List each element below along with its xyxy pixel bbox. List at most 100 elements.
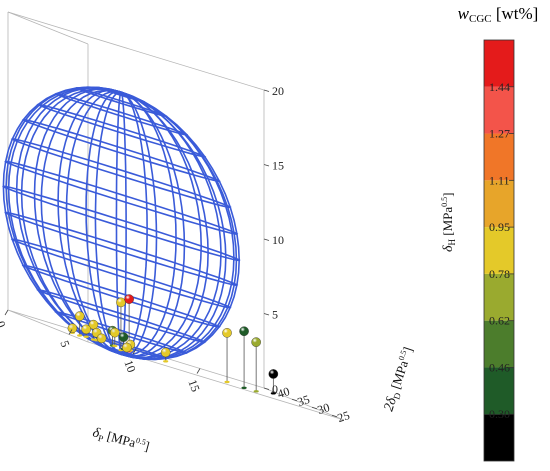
z-tick-mark-4: [263, 89, 270, 92]
y-tick-label-0: 25: [336, 408, 352, 425]
y-axis-label: 2δD [MPa0.5]: [381, 345, 418, 413]
x-tick-label-2: 10: [121, 358, 138, 374]
colorbar: 0.30 0.46 0.62 0.78 0.95 1.11 1.27 1.44: [483, 39, 515, 462]
colorbar-band-4: [484, 227, 514, 274]
data-point-0: [239, 326, 249, 337]
colorbar-title: wCGC [wt%]: [446, 4, 550, 25]
y-tick-mark-2: [291, 398, 298, 402]
data-point-3: [222, 328, 232, 338]
sphere-longitude-4: [120, 91, 148, 356]
floor-mark-10: [163, 360, 169, 363]
colorbar-tick-label-6: 1.27: [489, 127, 510, 141]
x-tick-label-3: 15: [185, 378, 202, 394]
z-tick-mark-1: [263, 313, 270, 316]
x-tick-mark-3: [196, 368, 201, 374]
y-axis-label-symbol: 2δ: [382, 395, 401, 413]
y-tick-label-2: 35: [296, 392, 312, 409]
z-axis-label-subscript: H: [447, 238, 457, 245]
z-tick-label-1: 5: [272, 308, 278, 322]
data-point-14: [81, 324, 91, 335]
colorbar-tick-label-1: 0.46: [489, 360, 510, 374]
frame-edge-3: [263, 387, 345, 421]
frame-edge-8: [7, 11, 265, 91]
x-axis-label-subscript: P: [97, 433, 104, 444]
colorbar-tick-label-3: 0.78: [489, 267, 510, 281]
x-axis-label-symbol: δ: [91, 425, 102, 441]
data-point-7: [74, 311, 85, 321]
colorbar-band-0: [484, 414, 514, 461]
data-point-15: [96, 333, 107, 344]
sphere-longitude-3: [121, 91, 177, 357]
colorbar-title-unit: [wt%]: [495, 4, 539, 23]
z-axis-label-exponent: 0.5: [440, 197, 449, 207]
y-tick-mark-0: [331, 414, 338, 418]
x-tick-label-0: 0: [0, 319, 9, 329]
y-axis-label-unit: [MPa: [387, 358, 411, 393]
data-point-16: [122, 342, 132, 353]
floor-mark-3: [224, 380, 230, 384]
colorbar-band-5: [484, 180, 514, 228]
z-axis-label-symbol: δ: [441, 245, 456, 252]
y-tick-mark-1: [311, 406, 318, 410]
frame-edge-1: [7, 309, 89, 343]
colorbar-band-3: [484, 273, 514, 321]
sphere-longitude-13: [20, 88, 122, 356]
y-axis-label-exponent: 0.5: [397, 349, 409, 361]
floor-mark-9: [112, 344, 118, 348]
sphere-longitude-18: [120, 91, 158, 357]
y-axis-label-close: ]: [400, 345, 416, 354]
colorbar-title-sub: CGC: [468, 13, 492, 25]
colorbar-tick-label-0: 0.30: [489, 407, 510, 421]
z-tick-label-2: 10: [272, 233, 284, 247]
colorbar-band-2: [484, 320, 514, 368]
x-tick-mark-1: [68, 329, 73, 335]
colorbar-outline: [483, 39, 515, 462]
sphere-longitude-11: [2, 86, 122, 356]
floor-mark-17: [270, 392, 276, 395]
colorbar-tick-label-2: 0.62: [489, 314, 510, 328]
floor-mark-14: [83, 335, 89, 338]
y-axis-label-subscript: D: [391, 391, 403, 401]
y-tick-mark-3: [271, 390, 278, 394]
sphere-longitude-16: [94, 91, 122, 356]
frame-edge-7: [7, 11, 89, 45]
y-tick-label-3: 40: [276, 384, 292, 401]
data-point-5: [118, 332, 129, 342]
data-points: [67, 294, 279, 395]
data-point-2: [116, 297, 126, 308]
floor-mark-1: [253, 390, 259, 393]
data-point-9: [110, 327, 120, 338]
colorbar-title-var: w: [457, 4, 469, 23]
x-axis-label: δP [MPa0.5]: [91, 424, 151, 455]
floor-mark-0: [241, 386, 247, 390]
colorbar-tick-label-5: 1.11: [489, 173, 510, 187]
sphere-longitude-23: [121, 91, 241, 361]
sphere-longitude-19: [120, 91, 186, 358]
x-axis-label-unit: [MPa: [102, 427, 137, 450]
colorbar-tick-label-4: 0.95: [489, 220, 510, 234]
colorbar-tick-label-7: 1.44: [489, 80, 510, 94]
colorbar-band-7: [484, 86, 514, 134]
z-tick-mark-2: [263, 238, 270, 241]
z-axis-label-unit: [MPa: [440, 207, 455, 239]
data-point-17: [268, 369, 279, 379]
z-axis-label-close: ]: [440, 193, 455, 197]
z-tick-mark-3: [263, 164, 270, 167]
data-point-4: [124, 294, 134, 304]
hansen-sphere: [2, 86, 241, 361]
sphere-longitude-6: [85, 90, 122, 356]
sphere-longitude-14: [40, 89, 122, 356]
colorbar-band-6: [484, 133, 514, 181]
x-axis-label-exponent: 0.5: [135, 436, 147, 447]
data-point-13: [67, 323, 78, 334]
x-tick-label-1: 5: [57, 339, 72, 349]
floor-mark-7: [77, 334, 83, 337]
x-tick-mark-2: [132, 348, 137, 355]
y-tick-label-1: 30: [316, 400, 332, 417]
x-axis-label-close: ]: [143, 438, 151, 454]
z-tick-label-4: 20: [272, 84, 284, 98]
z-tick-label-3: 15: [272, 159, 284, 173]
z-tick-mark-0: [263, 387, 270, 390]
